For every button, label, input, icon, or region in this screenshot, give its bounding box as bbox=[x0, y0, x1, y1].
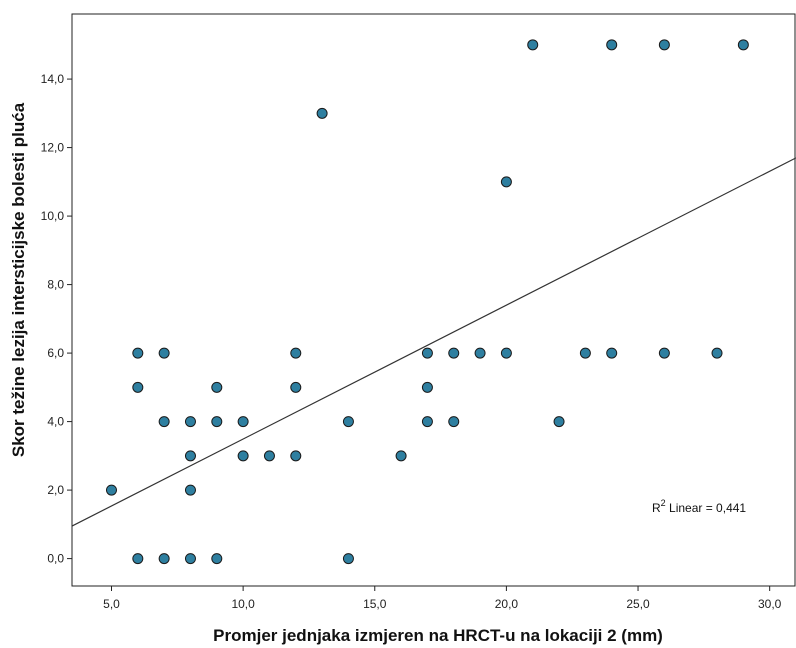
data-point bbox=[316, 107, 328, 119]
x-tick-label: 20,0 bbox=[495, 597, 519, 611]
y-axis-title: Skor težine lezija intersticijske bolest… bbox=[9, 102, 28, 457]
data-point bbox=[658, 347, 670, 359]
data-point bbox=[711, 347, 723, 359]
data-point bbox=[448, 347, 460, 359]
r-squared-annotation: R2 Linear = 0,441 bbox=[652, 498, 746, 515]
data-point bbox=[500, 176, 512, 188]
data-point bbox=[395, 450, 407, 462]
data-point bbox=[737, 39, 749, 51]
data-point bbox=[132, 553, 144, 565]
data-point bbox=[342, 416, 354, 428]
data-point bbox=[184, 450, 196, 462]
data-point bbox=[579, 347, 591, 359]
y-tick-label: 14,0 bbox=[41, 72, 65, 86]
data-point bbox=[132, 381, 144, 393]
y-tick-label: 6,0 bbox=[47, 346, 64, 360]
r-squared-value: Linear = 0,441 bbox=[666, 501, 747, 515]
data-point bbox=[606, 39, 618, 51]
data-point bbox=[211, 381, 223, 393]
y-tick-label: 0,0 bbox=[47, 552, 64, 566]
data-point bbox=[606, 347, 618, 359]
y-tick-label: 12,0 bbox=[41, 141, 65, 155]
data-point bbox=[290, 347, 302, 359]
data-point bbox=[211, 553, 223, 565]
linear-fit-line bbox=[71, 157, 796, 527]
data-points bbox=[105, 39, 749, 565]
data-point bbox=[184, 416, 196, 428]
x-axis-ticks: 5,0 10,0 15,0 20,0 25,0 30,0 bbox=[103, 586, 782, 611]
data-point bbox=[500, 347, 512, 359]
data-point bbox=[474, 347, 486, 359]
y-tick-label: 8,0 bbox=[47, 278, 64, 292]
data-point bbox=[421, 347, 433, 359]
data-point bbox=[263, 450, 275, 462]
data-point bbox=[448, 416, 460, 428]
data-point bbox=[658, 39, 670, 51]
data-point bbox=[527, 39, 539, 51]
data-point bbox=[105, 484, 117, 496]
data-point bbox=[158, 553, 170, 565]
data-point bbox=[132, 347, 144, 359]
x-tick-label: 30,0 bbox=[758, 597, 782, 611]
y-tick-label: 10,0 bbox=[41, 209, 65, 223]
y-tick-label: 2,0 bbox=[47, 483, 64, 497]
data-point bbox=[184, 553, 196, 565]
data-point bbox=[184, 484, 196, 496]
data-point bbox=[421, 416, 433, 428]
x-tick-label: 15,0 bbox=[363, 597, 387, 611]
plot-frame bbox=[71, 13, 796, 587]
y-tick-label: 4,0 bbox=[47, 415, 64, 429]
data-point bbox=[421, 381, 433, 393]
data-point bbox=[211, 416, 223, 428]
data-point bbox=[237, 416, 249, 428]
data-point bbox=[290, 381, 302, 393]
x-axis-title: Promjer jednjaka izmjeren na HRCT-u na l… bbox=[213, 626, 663, 645]
data-point bbox=[342, 553, 354, 565]
x-tick-label: 10,0 bbox=[231, 597, 255, 611]
data-point bbox=[158, 416, 170, 428]
x-tick-label: 25,0 bbox=[626, 597, 650, 611]
data-point bbox=[553, 416, 565, 428]
data-point bbox=[158, 347, 170, 359]
y-axis-ticks: 0,0 2,0 4,0 6,0 8,0 10,0 12,0 14,0 bbox=[41, 72, 72, 566]
data-point bbox=[237, 450, 249, 462]
r-squared-prefix: R bbox=[652, 501, 661, 515]
data-point bbox=[290, 450, 302, 462]
r-squared-superscript: 2 bbox=[661, 498, 666, 508]
x-tick-label: 5,0 bbox=[103, 597, 120, 611]
